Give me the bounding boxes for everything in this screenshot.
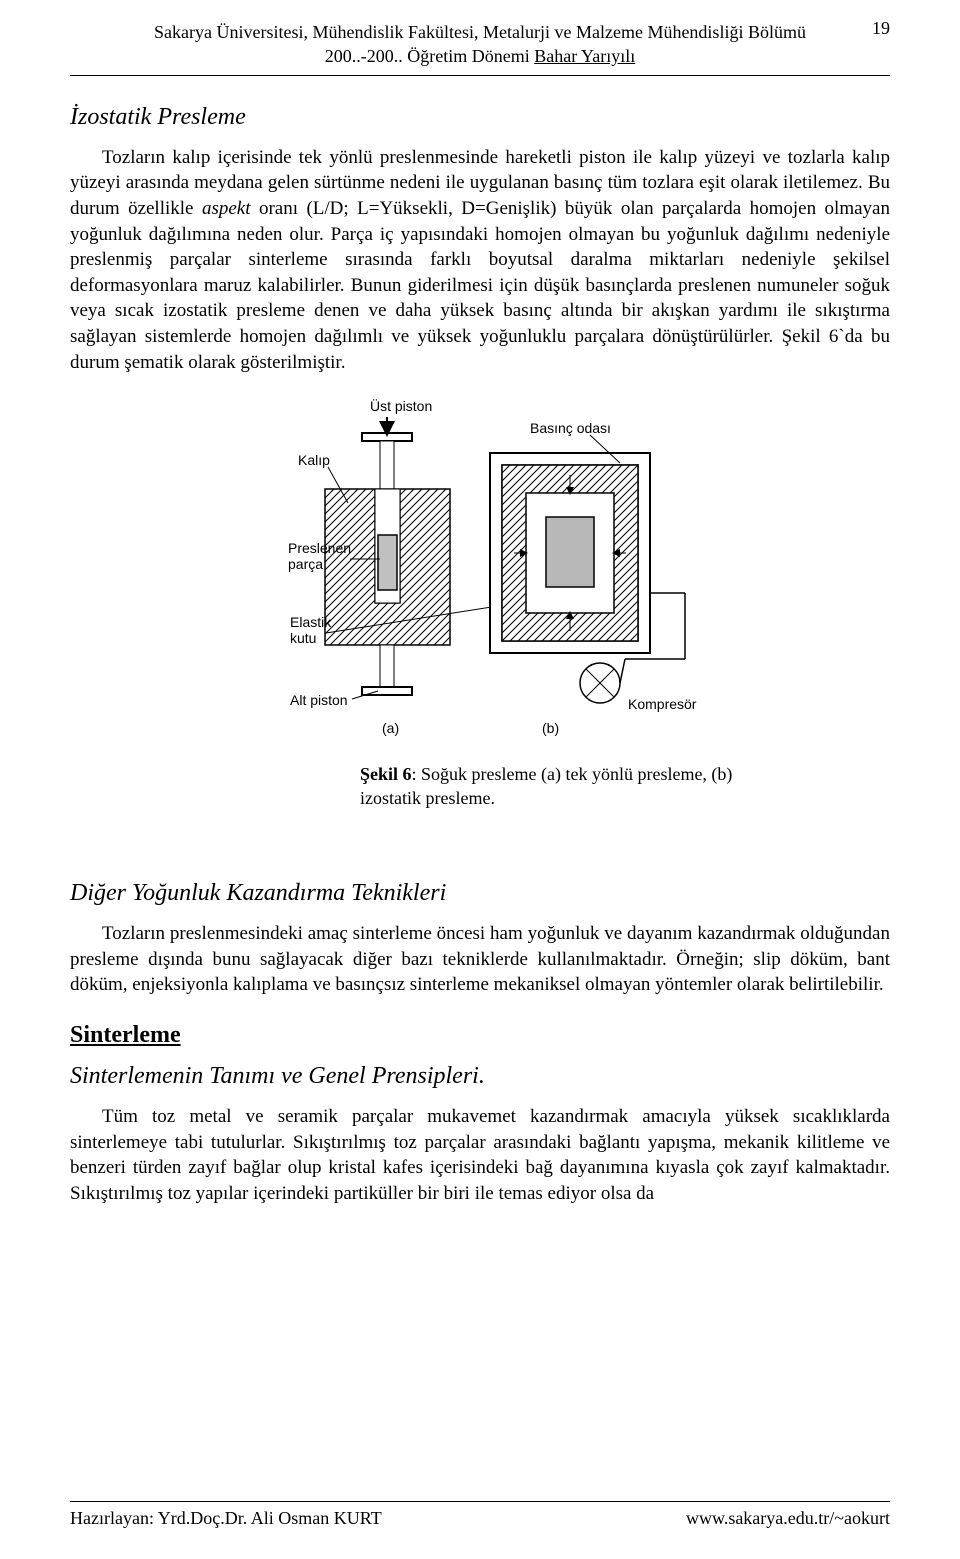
figure-6-caption: Şekil 6: Soğuk presleme (a) tek yönlü pr… [360,763,780,810]
fig-label-kalip: Kalıp [298,452,330,468]
fig-label-kompresor: Kompresör [628,696,697,712]
section3-title: Sinterleme [70,1022,890,1049]
page-number: 19 [872,18,890,39]
section2-title: Diğer Yoğunluk Kazandırma Teknikleri [70,880,890,907]
figure-6: Üst piston Kalıp Preslenen parça [230,393,730,810]
fig-label-elastik1: Elastik [290,614,332,630]
section1-title: İzostatik Presleme [70,104,890,131]
page: 19 Sakarya Üniversitesi, Mühendislik Fak… [0,0,960,1559]
figure-6-caption-bold: Şekil 6 [360,764,412,784]
section1-paragraph: Tozların kalıp içerisinde tek yönlü pres… [70,145,890,376]
fig-label-a: (a) [382,720,399,736]
fig-label-preslenen2: parça [288,556,323,572]
section2-paragraph: Tozların preslenmesindeki amaç sinterlem… [70,921,890,998]
figure-6-caption-rest: : Soğuk presleme (a) tek yönlü presleme,… [360,764,732,807]
fig-label-alt-piston: Alt piston [290,692,348,708]
section3-subtitle: Sinterlemenin Tanımı ve Genel Prensipler… [70,1063,890,1090]
fig-label-preslenen1: Preslenen [288,540,351,556]
fig-label-ust-piston: Üst piston [370,397,432,414]
fig-a-part [378,535,397,590]
footer-divider [70,1501,890,1502]
header-line2-underlined: Bahar Yarıyılı [534,46,635,66]
fig-label-b: (b) [542,720,559,736]
header-line2: 200..-200.. Öğretim Dönemi Bahar Yarıyıl… [70,44,890,68]
header-line1: Sakarya Üniversitesi, Mühendislik Fakült… [70,20,890,44]
fig-b-part [546,517,594,587]
fig-label-elastik2: kutu [290,630,316,646]
footer-left: Hazırlayan: Yrd.Doç.Dr. Ali Osman KURT [70,1508,382,1529]
fig-label-basinc-odasi: Basınç odası [530,420,611,436]
header-line2-prefix: 200..-200.. Öğretim Dönemi [325,46,534,66]
section3-paragraph: Tüm toz metal ve seramik parçalar mukave… [70,1104,890,1207]
figure-6-svg: Üst piston Kalıp Preslenen parça [230,393,730,753]
footer-right: www.sakarya.edu.tr/~aokurt [686,1508,890,1529]
page-header: Sakarya Üniversitesi, Mühendislik Fakült… [70,20,890,69]
footer: Hazırlayan: Yrd.Doç.Dr. Ali Osman KURT w… [70,1473,890,1529]
header-divider [70,75,890,76]
